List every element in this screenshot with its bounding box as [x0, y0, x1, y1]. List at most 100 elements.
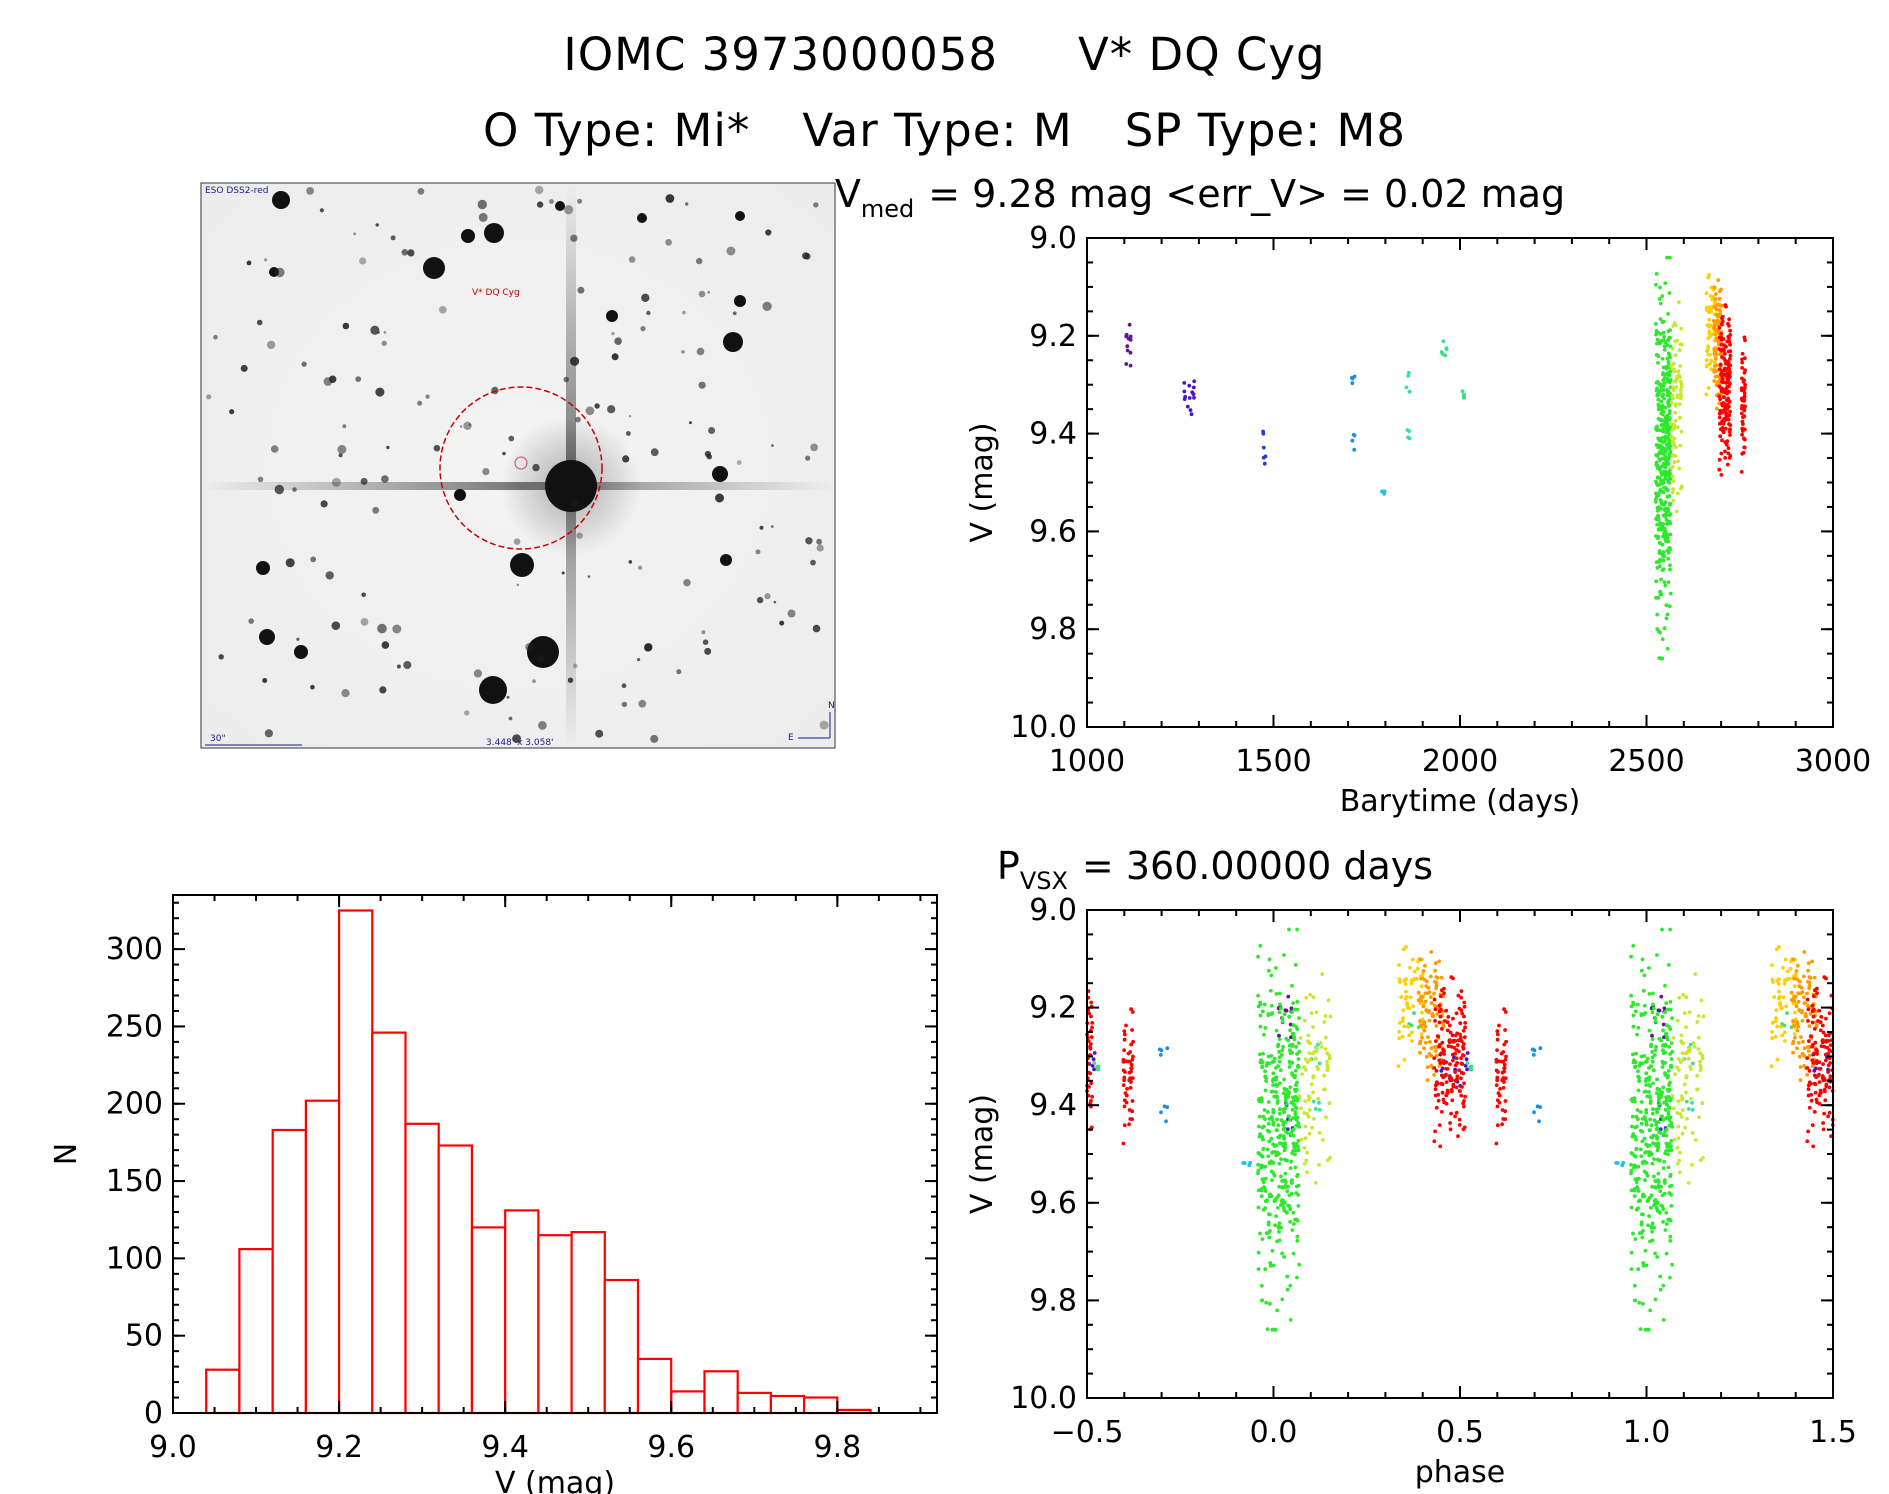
- lightcurve-point: [1671, 479, 1676, 483]
- phased-point: [1291, 1141, 1296, 1146]
- phased-point: [1647, 1066, 1651, 1070]
- lightcurve-point: [1654, 282, 1658, 287]
- lightcurve-point: [1718, 304, 1723, 308]
- phased-point: [1090, 1021, 1095, 1025]
- phased-point: [1773, 1034, 1778, 1039]
- phased-point: [1633, 1177, 1638, 1182]
- phased-point: [1403, 982, 1408, 986]
- phased-point: [1644, 1171, 1649, 1175]
- lightcurve-point: [1720, 387, 1725, 392]
- phased-point: [1817, 1008, 1822, 1013]
- lightcurve-point: [1661, 469, 1666, 474]
- phased-point: [1497, 1023, 1501, 1028]
- lightcurve-point: [1657, 297, 1662, 301]
- phased-point: [1826, 1114, 1830, 1119]
- star: [732, 311, 737, 316]
- lightcurve-point: [1656, 445, 1661, 450]
- x-tick-label: 9.8: [813, 1430, 861, 1465]
- lightcurve-point: [1713, 374, 1718, 379]
- phased-point: [1158, 1053, 1163, 1057]
- lightcurve-point: [1665, 388, 1670, 392]
- lightcurve-point: [1662, 626, 1667, 631]
- phased-point: [1436, 1098, 1441, 1103]
- phased-point: [1280, 1019, 1285, 1024]
- lightcurve-point: [1661, 490, 1666, 495]
- lightcurve-point: [1725, 402, 1730, 407]
- phased-point: [1307, 1051, 1312, 1056]
- lightcurve-point: [1673, 323, 1678, 328]
- phased-point: [1298, 1106, 1303, 1111]
- star: [805, 455, 811, 461]
- lightcurve-point: [1666, 312, 1670, 316]
- lightcurve-point: [1714, 352, 1718, 357]
- phased-point: [1295, 1275, 1299, 1280]
- phased-point: [1795, 977, 1800, 982]
- phased-point: [1266, 1013, 1271, 1018]
- phased-point: [1129, 1069, 1133, 1074]
- phased-point: [1293, 1095, 1298, 1099]
- phased-point: [1127, 1108, 1132, 1112]
- phased-point: [1419, 976, 1423, 981]
- phased-point: [1696, 1014, 1701, 1018]
- phased-point: [1297, 1016, 1301, 1020]
- scale-label: 30": [210, 734, 226, 744]
- phased-point: [1283, 1092, 1288, 1097]
- phased-point: [1538, 1046, 1543, 1051]
- lightcurve-point: [1718, 367, 1722, 372]
- phased-point: [1457, 1068, 1461, 1072]
- star: [213, 334, 218, 340]
- phased-point: [1131, 1039, 1135, 1044]
- phased-point: [1322, 1073, 1327, 1078]
- phased-point: [1256, 954, 1260, 959]
- phased-point: [1644, 1122, 1649, 1127]
- phased-point: [1242, 1161, 1247, 1165]
- phased-point: [1259, 1188, 1264, 1193]
- phased-point: [1812, 1007, 1816, 1012]
- star: [264, 729, 273, 738]
- phased-point: [1450, 1098, 1455, 1103]
- phased-point: [1284, 1102, 1289, 1106]
- phased-point: [1777, 994, 1782, 999]
- phased-point: [1122, 1123, 1127, 1128]
- phased-point: [1316, 1096, 1320, 1101]
- lightcurve-point: [1672, 425, 1677, 429]
- phased-point: [1322, 1020, 1327, 1024]
- lightcurve-point: [1717, 394, 1722, 399]
- phased-point: [1090, 1094, 1094, 1099]
- phased-point: [1317, 1108, 1322, 1112]
- phased-point: [1783, 1039, 1787, 1043]
- phased-point: [1408, 995, 1413, 1000]
- phased-point: [1807, 986, 1811, 991]
- phased-point: [1796, 991, 1801, 996]
- lightcurve-point: [1670, 439, 1675, 444]
- phased-point: [1402, 1057, 1407, 1062]
- phased-point: [1696, 1047, 1701, 1051]
- lightcurve-point: [1654, 579, 1658, 584]
- lightcurve-point: [1713, 332, 1718, 337]
- phased-point: [1684, 1051, 1688, 1056]
- star: [765, 229, 772, 236]
- phased-point: [1459, 1093, 1464, 1098]
- lightcurve-point: [1713, 349, 1718, 354]
- phased-points: [1085, 927, 1835, 1332]
- phased-point: [1684, 1025, 1688, 1029]
- lightcurve-point: [1742, 388, 1746, 392]
- lightcurve-point: [1724, 381, 1728, 385]
- phased-point: [1807, 1024, 1812, 1028]
- phased-point: [1256, 1151, 1261, 1155]
- phased-point: [1822, 1111, 1826, 1116]
- phased-point: [1771, 980, 1775, 984]
- star: [701, 630, 706, 635]
- phased-point: [1421, 969, 1426, 973]
- phased-point: [1806, 979, 1810, 984]
- phased-point: [1794, 969, 1799, 973]
- lightcurve-point: [1679, 429, 1684, 434]
- phased-point: [1652, 1157, 1656, 1161]
- phased-point: [1268, 1261, 1273, 1265]
- phased-point: [1422, 963, 1427, 968]
- phased-point: [1647, 1128, 1652, 1132]
- phased-point: [1693, 1138, 1698, 1142]
- phased-point: [1425, 1009, 1429, 1013]
- phased-point: [1278, 1141, 1282, 1146]
- phased-point: [1459, 1039, 1464, 1043]
